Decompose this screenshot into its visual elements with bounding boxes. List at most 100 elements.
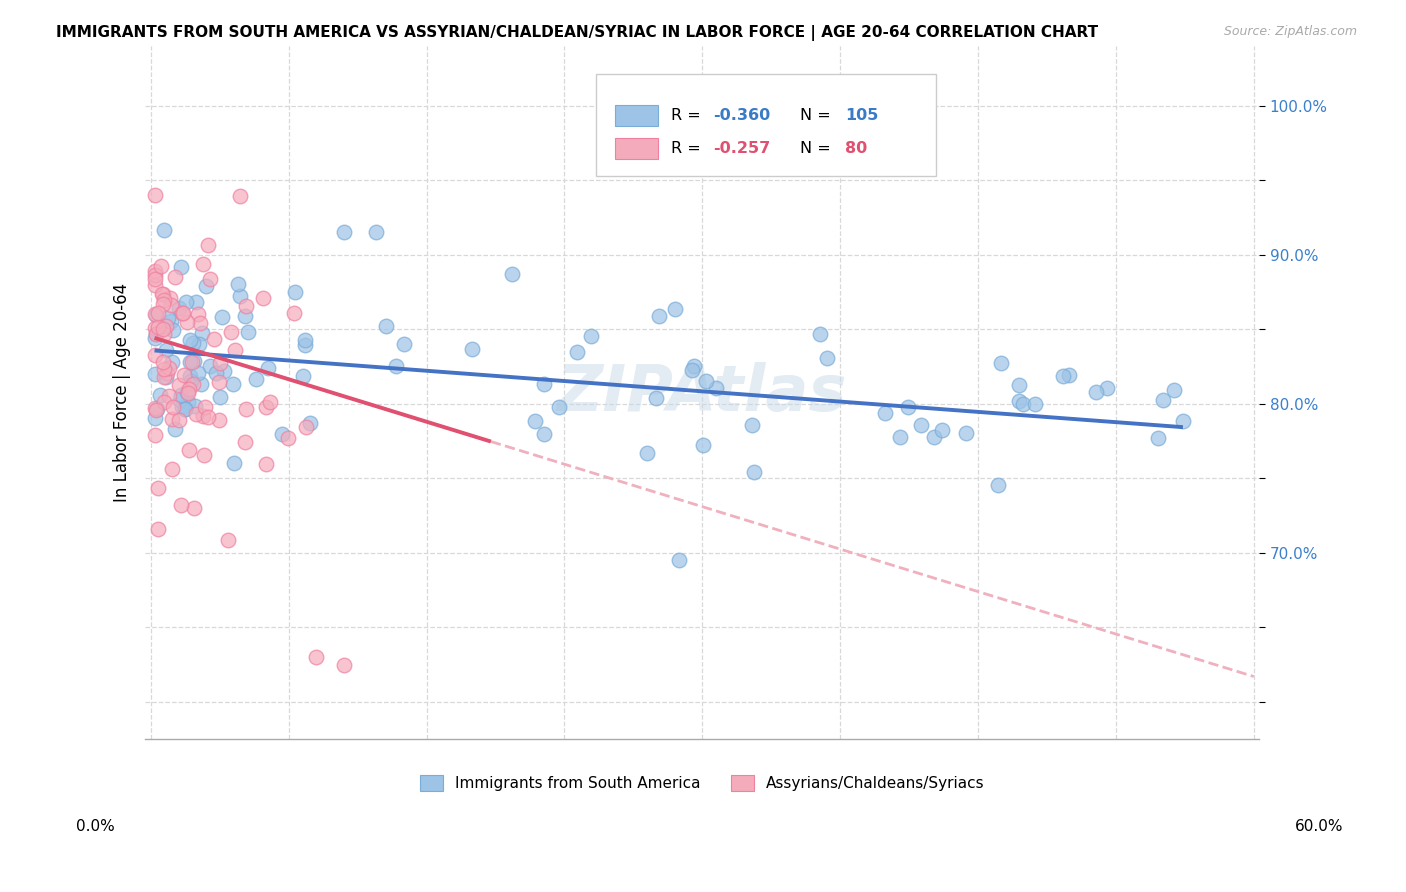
Point xyxy=(931,423,953,437)
Point xyxy=(224,343,246,357)
Point xyxy=(160,298,183,312)
Point xyxy=(233,309,256,323)
Point xyxy=(385,359,408,373)
Point xyxy=(174,295,197,310)
Point xyxy=(162,323,184,337)
Point xyxy=(143,368,166,382)
Point xyxy=(152,355,174,369)
Point xyxy=(179,333,201,347)
Point xyxy=(143,187,166,202)
Point xyxy=(238,325,260,339)
Point xyxy=(183,354,205,368)
Point xyxy=(648,310,671,324)
Point xyxy=(211,310,233,324)
Point xyxy=(149,388,172,402)
Point xyxy=(177,386,200,401)
Point xyxy=(294,333,316,347)
Point xyxy=(148,522,170,536)
Point xyxy=(664,301,686,316)
Point xyxy=(181,355,204,369)
Point xyxy=(167,413,190,427)
Point xyxy=(170,260,193,274)
Point xyxy=(177,442,200,457)
Point xyxy=(1095,380,1118,394)
Point xyxy=(461,342,484,356)
Point xyxy=(682,359,704,373)
Point xyxy=(636,445,658,459)
Point xyxy=(174,401,197,416)
FancyBboxPatch shape xyxy=(616,138,658,159)
Point xyxy=(990,356,1012,370)
Text: 0.0%: 0.0% xyxy=(76,819,115,834)
Point xyxy=(567,344,589,359)
Point xyxy=(204,366,226,380)
Point xyxy=(184,399,207,413)
Point xyxy=(222,456,245,470)
Point xyxy=(193,449,215,463)
Point xyxy=(1153,392,1175,407)
Point xyxy=(294,337,316,351)
Point xyxy=(197,238,219,252)
Point xyxy=(143,272,166,286)
Point xyxy=(183,500,205,515)
Point xyxy=(170,400,193,414)
Point xyxy=(229,189,252,203)
Point xyxy=(143,320,166,334)
Point xyxy=(179,382,201,396)
Point xyxy=(692,438,714,452)
Point xyxy=(221,376,243,391)
Point xyxy=(198,272,221,286)
Point xyxy=(193,409,215,424)
Point xyxy=(149,259,172,273)
Point xyxy=(299,416,322,430)
Point xyxy=(145,326,167,341)
Point xyxy=(271,427,294,442)
Point xyxy=(208,356,231,370)
Point xyxy=(229,289,252,303)
Point xyxy=(188,316,211,330)
Point xyxy=(152,322,174,336)
Point xyxy=(167,301,190,315)
Point xyxy=(169,392,191,407)
Point xyxy=(143,307,166,321)
Point xyxy=(889,430,911,444)
Point xyxy=(1008,377,1031,392)
Point xyxy=(922,430,945,444)
Point xyxy=(194,278,217,293)
Point xyxy=(277,431,299,445)
Point xyxy=(143,411,166,425)
Point xyxy=(160,462,183,476)
Point xyxy=(191,326,214,340)
Point xyxy=(217,533,239,547)
Point xyxy=(1163,383,1185,397)
Point xyxy=(172,306,194,320)
Point xyxy=(194,400,217,414)
Point xyxy=(910,417,932,432)
Point xyxy=(155,343,177,357)
Point xyxy=(184,294,207,309)
Text: -0.360: -0.360 xyxy=(713,108,770,123)
Point xyxy=(283,285,305,299)
Point xyxy=(169,388,191,402)
Point xyxy=(162,412,184,426)
Point xyxy=(259,394,281,409)
Point xyxy=(155,319,177,334)
Point xyxy=(987,478,1010,492)
Point xyxy=(143,278,166,293)
Point xyxy=(1059,368,1081,382)
Point xyxy=(375,319,398,334)
Point xyxy=(212,364,235,378)
Point xyxy=(897,400,920,414)
Point xyxy=(235,299,257,313)
Point xyxy=(252,291,274,305)
Point xyxy=(143,268,166,282)
Point xyxy=(153,369,176,384)
Point xyxy=(146,320,169,334)
Point xyxy=(143,264,166,278)
Point xyxy=(173,368,195,382)
Point xyxy=(219,325,242,339)
Point xyxy=(955,425,977,440)
Point xyxy=(174,402,197,417)
Point xyxy=(153,395,176,409)
Point xyxy=(180,374,202,388)
